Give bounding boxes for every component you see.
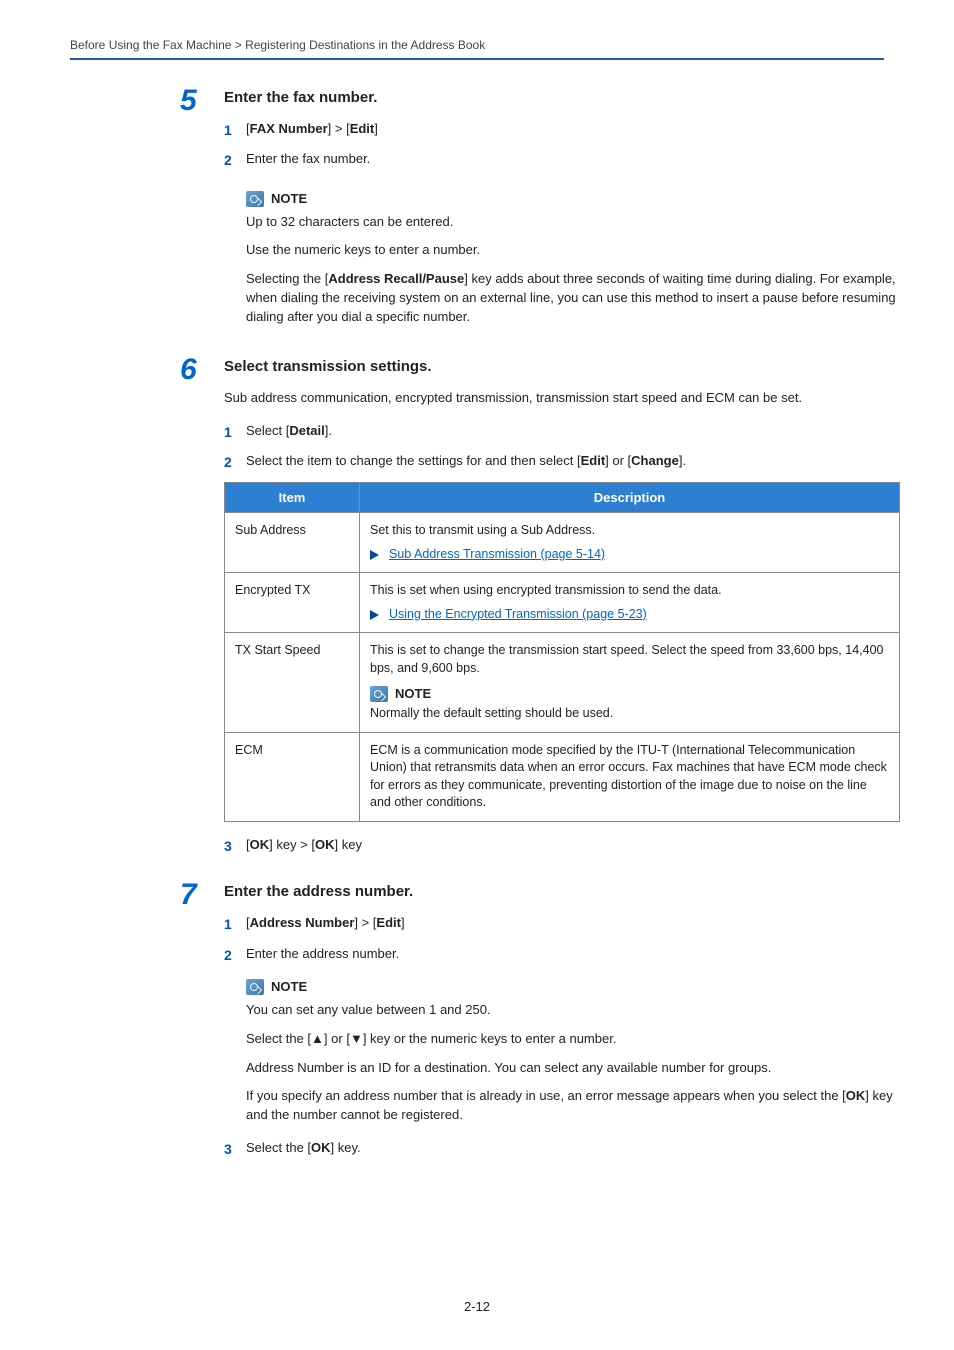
note-block: NOTE Up to 32 characters can be entered.…	[246, 191, 900, 327]
step-title: Enter the address number.	[224, 883, 900, 900]
settings-table: Item Description Sub Address Set this to…	[224, 482, 900, 822]
substep-number: 2	[224, 945, 246, 965]
link-row: Using the Encrypted Transmission (page 5…	[370, 606, 889, 624]
step-6: 6 Select transmission settings. Sub addr…	[180, 355, 900, 866]
substep-number: 1	[224, 120, 246, 140]
substep-text: Select the [OK] key.	[246, 1139, 900, 1158]
substep-3: 3 [OK] key > [OK] key	[224, 836, 900, 856]
substep-1: 1 Select [Detail].	[224, 422, 900, 442]
substep-2: 2 Enter the address number.	[224, 945, 900, 965]
step-number: 6	[180, 355, 224, 385]
substep-number: 1	[224, 914, 246, 934]
substep-2: 2 Select the item to change the settings…	[224, 452, 900, 472]
th-item: Item	[225, 483, 360, 513]
step-description: Sub address communication, encrypted tra…	[224, 389, 900, 408]
desc-cell: This is set when using encrypted transmi…	[360, 573, 900, 633]
note-text: You can set any value between 1 and 250.	[246, 1001, 900, 1020]
substep-number: 2	[224, 452, 246, 472]
note-icon	[246, 979, 264, 995]
item-cell: Sub Address	[225, 513, 360, 573]
header-rule	[70, 58, 884, 60]
th-description: Description	[360, 483, 900, 513]
note-icon	[370, 686, 388, 702]
substep-number: 2	[224, 150, 246, 170]
step-7: 7 Enter the address number. 1 [Address N…	[180, 880, 900, 1169]
note-block: NOTE You can set any value between 1 and…	[246, 979, 900, 1125]
substep-text: Select the item to change the settings f…	[246, 452, 900, 471]
desc-cell: Set this to transmit using a Sub Address…	[360, 513, 900, 573]
page-number: 2-12	[0, 1299, 954, 1314]
encrypted-tx-link[interactable]: Using the Encrypted Transmission (page 5…	[389, 606, 647, 624]
table-row: TX Start Speed This is set to change the…	[225, 633, 900, 733]
note-icon	[246, 191, 264, 207]
substep-text: [OK] key > [OK] key	[246, 836, 900, 855]
note-text: Address Number is an ID for a destinatio…	[246, 1059, 900, 1078]
arrow-icon	[370, 610, 379, 620]
item-cell: ECM	[225, 732, 360, 821]
note-text: If you specify an address number that is…	[246, 1087, 900, 1125]
substep-1: 1 [FAX Number] > [Edit]	[224, 120, 900, 140]
note-text: Up to 32 characters can be entered.	[246, 213, 900, 232]
substep-number: 3	[224, 1139, 246, 1159]
substep-text: Select [Detail].	[246, 422, 900, 441]
substep-text: Enter the address number.	[246, 945, 900, 964]
step-5: 5 Enter the fax number. 1 [FAX Number] >…	[180, 86, 900, 341]
step-title: Enter the fax number.	[224, 89, 900, 106]
step-title: Select transmission settings.	[224, 358, 900, 375]
link-row: Sub Address Transmission (page 5-14)	[370, 546, 889, 564]
step-number: 5	[180, 86, 224, 116]
substep-number: 1	[224, 422, 246, 442]
note-text: Select the [▲] or [▼] key or the numeric…	[246, 1030, 900, 1049]
note-text: Selecting the [Address Recall/Pause] key…	[246, 270, 900, 327]
substep-text: Enter the fax number.	[246, 150, 900, 169]
substep-1: 1 [Address Number] > [Edit]	[224, 914, 900, 934]
substep-number: 3	[224, 836, 246, 856]
step-number: 7	[180, 880, 224, 910]
arrow-icon	[370, 550, 379, 560]
breadcrumb: Before Using the Fax Machine > Registeri…	[70, 38, 884, 52]
item-cell: Encrypted TX	[225, 573, 360, 633]
note-heading: NOTE	[370, 685, 889, 703]
sub-address-link[interactable]: Sub Address Transmission (page 5-14)	[389, 546, 605, 564]
note-text: Use the numeric keys to enter a number.	[246, 241, 900, 260]
substep-text: [FAX Number] > [Edit]	[246, 120, 900, 139]
desc-cell: This is set to change the transmission s…	[360, 633, 900, 733]
item-cell: TX Start Speed	[225, 633, 360, 733]
substep-2: 2 Enter the fax number.	[224, 150, 900, 170]
note-heading: NOTE	[246, 191, 900, 207]
table-row: ECM ECM is a communication mode specifie…	[225, 732, 900, 821]
table-row: Sub Address Set this to transmit using a…	[225, 513, 900, 573]
desc-cell: ECM is a communication mode specified by…	[360, 732, 900, 821]
page-content: 5 Enter the fax number. 1 [FAX Number] >…	[180, 86, 900, 1169]
note-text: Normally the default setting should be u…	[370, 705, 889, 723]
substep-3: 3 Select the [OK] key.	[224, 1139, 900, 1159]
substep-text: [Address Number] > [Edit]	[246, 914, 900, 933]
table-row: Encrypted TX This is set when using encr…	[225, 573, 900, 633]
note-heading: NOTE	[246, 979, 900, 995]
